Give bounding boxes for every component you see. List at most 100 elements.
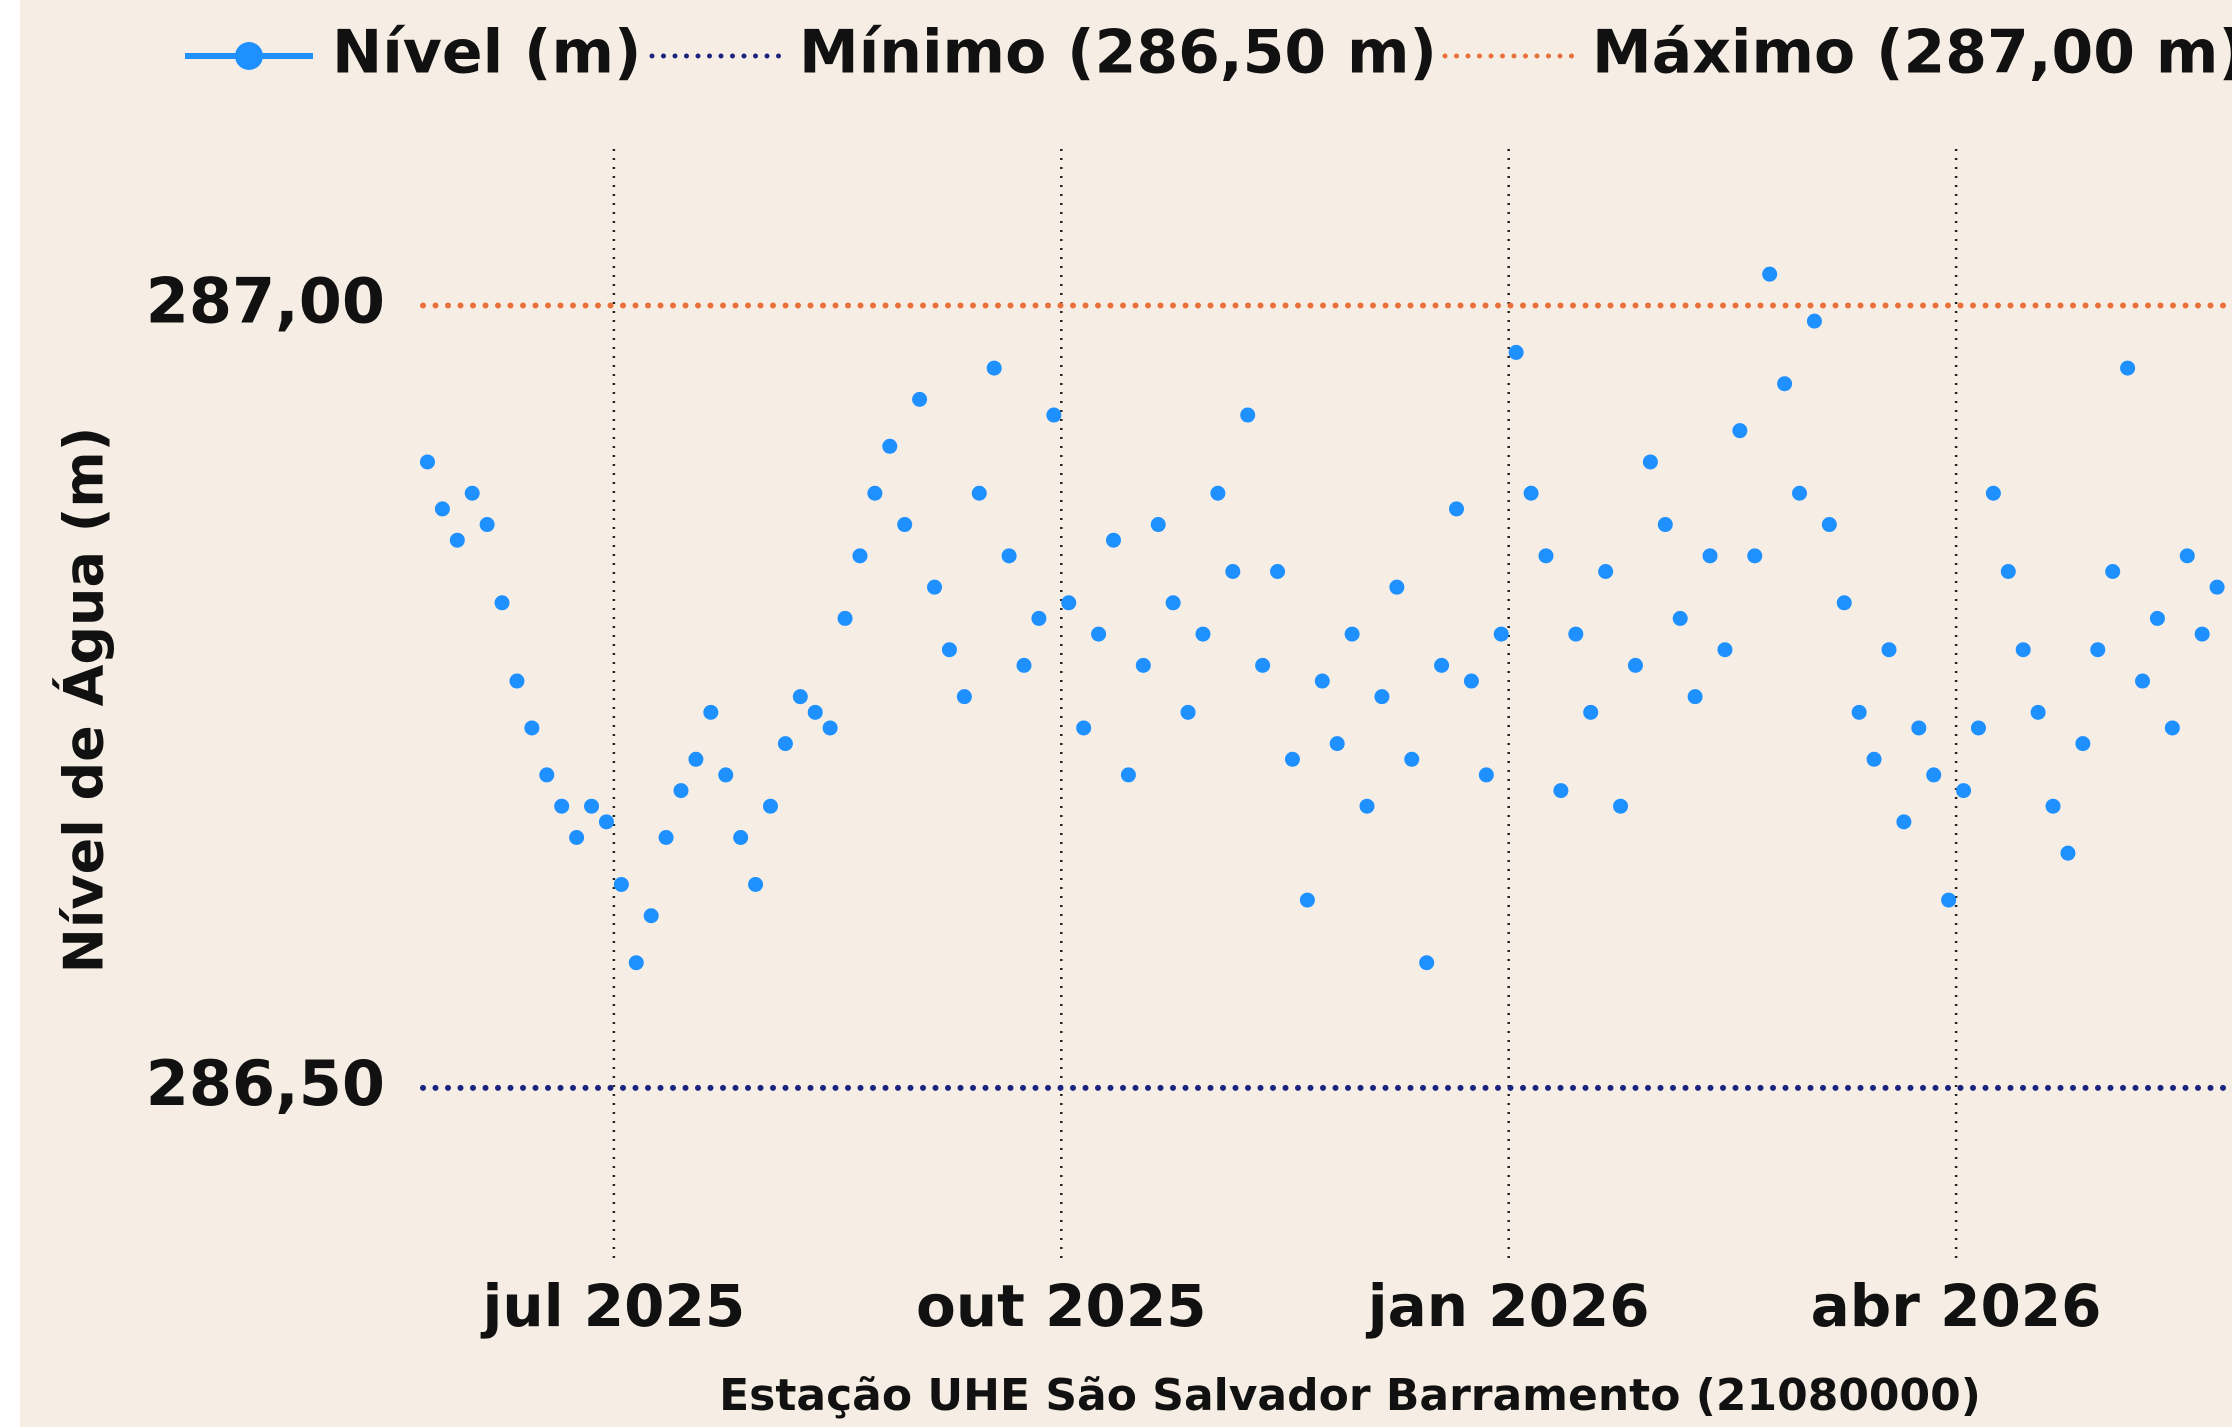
data-point [1792, 485, 1808, 501]
data-point [1150, 517, 1166, 533]
data-point [2149, 610, 2165, 626]
data-point [1523, 485, 1539, 501]
data-point [1717, 642, 1733, 658]
data-point [1821, 517, 1837, 533]
data-point [1284, 751, 1300, 767]
data-point [1419, 955, 1435, 971]
data-point [449, 532, 465, 548]
data-point [777, 736, 793, 752]
data-point [2030, 704, 2046, 720]
data-point [1001, 548, 1017, 564]
data-point [479, 517, 495, 533]
data-point [1627, 657, 1643, 673]
data-point [1314, 673, 1330, 689]
data-point [1493, 626, 1509, 642]
data-point [1851, 704, 1867, 720]
data-point [1135, 657, 1151, 673]
data-point [628, 955, 644, 971]
data-point [912, 391, 928, 407]
data-point [1642, 454, 1658, 470]
x-axis-label: Estação UHE São Salvador Barramento (210… [719, 1370, 1981, 1421]
data-point [1359, 798, 1375, 814]
data-point [1970, 720, 1986, 736]
data-point [2090, 642, 2106, 658]
data-point [464, 485, 480, 501]
x-tick-label: jan 2026 [1366, 1272, 1650, 1340]
data-point [1553, 783, 1569, 799]
data-point [1076, 720, 1092, 736]
data-point [703, 704, 719, 720]
data-point [613, 876, 629, 892]
data-point [1911, 720, 1927, 736]
data-point [1956, 783, 1972, 799]
legend-label: Nível (m) [332, 18, 641, 88]
data-point [2209, 579, 2225, 595]
data-point [1926, 767, 1942, 783]
data-point [1344, 626, 1360, 642]
data-point [524, 720, 540, 736]
y-tick-label: 287,00 [146, 265, 385, 338]
data-point [1061, 595, 1077, 611]
data-point [1941, 892, 1957, 908]
data-point [1657, 517, 1673, 533]
background [20, 0, 2232, 1427]
legend-label: Máximo (287,00 m) [1592, 18, 2232, 88]
data-point [1389, 579, 1405, 595]
data-point [1210, 485, 1226, 501]
data-point [1031, 610, 1047, 626]
data-point [1881, 642, 1897, 658]
data-point [1732, 423, 1748, 439]
data-point [1240, 407, 1256, 423]
data-point [643, 908, 659, 924]
data-point [1836, 595, 1852, 611]
data-point [748, 876, 764, 892]
data-point [2075, 736, 2091, 752]
data-point [1046, 407, 1062, 423]
data-point [792, 689, 808, 705]
data-point [1225, 563, 1241, 579]
data-point [941, 642, 957, 658]
data-point [1672, 610, 1688, 626]
data-point [1583, 704, 1599, 720]
data-point [1299, 892, 1315, 908]
data-point [688, 751, 704, 767]
y-axis-label: Nível de Água (m) [53, 427, 116, 974]
data-point [1568, 626, 1584, 642]
data-point [927, 579, 943, 595]
data-point [2105, 563, 2121, 579]
data-point [554, 798, 570, 814]
data-point [569, 830, 585, 846]
data-point [419, 454, 435, 470]
data-point [1255, 657, 1271, 673]
data-point [2060, 845, 2076, 861]
data-point [598, 814, 614, 830]
data-point [2015, 642, 2031, 658]
data-point [1404, 751, 1420, 767]
data-point [673, 783, 689, 799]
data-point [2120, 360, 2136, 376]
data-point [956, 689, 972, 705]
data-point [1434, 657, 1450, 673]
data-point [1866, 751, 1882, 767]
data-point [852, 548, 868, 564]
legend-label: Mínimo (286,50 m) [799, 18, 1437, 88]
data-point [1702, 548, 1718, 564]
data-point [1329, 736, 1345, 752]
data-point [1613, 798, 1629, 814]
data-point [733, 830, 749, 846]
data-point [584, 798, 600, 814]
legend-marker [235, 42, 263, 70]
data-point [1598, 563, 1614, 579]
data-point [2000, 563, 2016, 579]
data-point [1105, 532, 1121, 548]
data-point [494, 595, 510, 611]
data-point [1747, 548, 1763, 564]
data-point [1016, 657, 1032, 673]
data-point [822, 720, 838, 736]
data-point [1806, 313, 1822, 329]
data-point [1195, 626, 1211, 642]
data-point [1374, 689, 1390, 705]
data-point [1463, 673, 1479, 689]
y-tick-label: 286,50 [146, 1047, 385, 1120]
